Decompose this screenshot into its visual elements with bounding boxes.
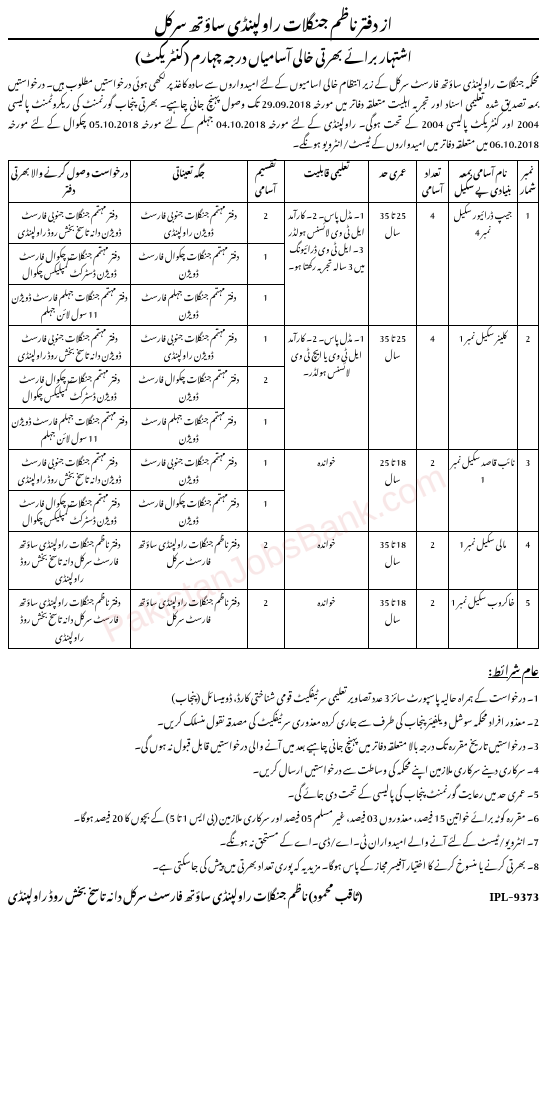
table-header-row: نمبر شمار نام آسامی بمعہ بنیادی پے سکیل … <box>9 161 539 202</box>
header-name: نام آسامی بمعہ بنیادی پے سکیل <box>448 161 517 202</box>
cell-age: 18 تا 25 سال <box>369 449 417 531</box>
cell-office: دفتر مہتمم جنگلات جنوبی فارسٹ ڈویژن دانہ… <box>9 202 131 243</box>
header-age: عمری حد <box>369 161 417 202</box>
job-advertisement-page: از دفتر ناظم جنگلات راولپنڈی ساؤتھ سرکل … <box>0 0 547 913</box>
cell-num: 2 <box>517 326 538 450</box>
cell-age: 25 تا 35 سال <box>369 326 417 450</box>
cell-placement: دفتر مہتمم جنگلات چکوال فارسٹ ڈویژن <box>130 243 247 284</box>
cell-distribution: 1 <box>247 243 284 284</box>
cell-placement: دفتر مہتمم جنگلات چکوال فارسٹ ڈویژن <box>130 490 247 531</box>
header-distribution: تقسیم آسامی <box>247 161 284 202</box>
cell-office: دفتر مہتمم جنگلات چکوال فارسٹ ڈویژن ڈسٹر… <box>9 367 131 408</box>
terms-item: 2۔ معذور افراد محکمہ سوشل ویلفیئر پنجاب … <box>8 709 539 731</box>
cell-name: خاکروب سکیل نمبر 1 <box>448 590 517 648</box>
cell-placement: دفتر مہتمم جنگلات چکوال فارسٹ ڈویژن <box>130 367 247 408</box>
cell-placement: دفتر مہتمم جنگلات جنوبی فارسٹ ڈویژن <box>130 449 247 490</box>
cell-num: 4 <box>517 532 538 590</box>
cell-distribution: 1 <box>247 408 284 449</box>
cell-age: 18 تا 35 سال <box>369 532 417 590</box>
cell-education: خواندہ <box>284 449 369 531</box>
advertisement-subtitle: اشتہار برائے بھرتی خالی آسامیاں درجہ چہا… <box>8 43 539 66</box>
cell-placement: دفتر ناظم جنگلات راولپنڈی ساؤتھ فارسٹ سر… <box>130 532 247 590</box>
header-office: درخواست وصول کرنے والا بھرتی دفتر <box>9 161 131 202</box>
terms-item: 7۔ انٹرویو/ٹیسٹ کے لئے آنے والے امیدوارا… <box>8 829 539 851</box>
cell-num: 3 <box>517 449 538 531</box>
cell-office: دفتر مہتمم جنگلات جنوبی فارسٹ ڈویژن دانہ… <box>9 449 131 490</box>
table-row: 5خاکروب سکیل نمبر 1218 تا 35 سالخواندہ2د… <box>9 590 539 648</box>
cell-distribution: 1 <box>247 449 284 490</box>
cell-office: دفتر مہتمم جنگلات جنوبی فارسٹ ڈویژن دانہ… <box>9 326 131 367</box>
cell-office: دفتر مہتمم جنگلات چکوال فارسٹ ڈویژن ڈسٹر… <box>9 243 131 284</box>
cell-education: 1۔ مڈل پاس۔ 2۔ کارآمد ایل ٹی وی لائسنس ہ… <box>284 202 369 326</box>
cell-office: دفتر مہتمم جنگلات جہلم فارسٹ ڈویژن 11 سو… <box>9 284 131 325</box>
cell-name: جیپ ڈرائیور سکیل نمبر 4 <box>448 202 517 326</box>
terms-item: 5۔ عمری حد میں رعایت گورنمنٹ پنجاب کی پا… <box>8 781 539 803</box>
terms-item: 4۔ سرکاری دینے سرکاری ملازمین اپنے محکمہ… <box>8 757 539 779</box>
cell-office: دفتر ناظم جنگلات راولپنڈی ساؤتھ فارسٹ سر… <box>9 532 131 590</box>
office-title: از دفتر ناظم جنگلات راولپنڈی ساؤتھ سرکل <box>8 8 539 40</box>
cell-name: نائب قاصد سکیل نمبر 1 <box>448 449 517 531</box>
cell-education: خواندہ <box>284 590 369 648</box>
table-row: 2کلینر سکیل نمبر 1425 تا 35 سال1۔ مڈل پا… <box>9 326 539 367</box>
cell-placement: دفتر مہتمم جنگلات جنوبی فارسٹ ڈویژن راول… <box>130 326 247 367</box>
cell-distribution: 2 <box>247 202 284 243</box>
table-row: 3نائب قاصد سکیل نمبر 1218 تا 25 سالخواند… <box>9 449 539 490</box>
cell-count: 2 <box>417 449 449 531</box>
vacancies-table: نمبر شمار نام آسامی بمعہ بنیادی پے سکیل … <box>8 160 539 648</box>
officer-name: (ثاقب محمود) <box>309 880 363 908</box>
cell-num: 1 <box>517 202 538 326</box>
cell-placement: دفتر مہتمم جنگلات جہلم فارسٹ ڈویژن <box>130 408 247 449</box>
cell-count: 4 <box>417 202 449 326</box>
cell-distribution: 1 <box>247 284 284 325</box>
cell-count: 4 <box>417 326 449 450</box>
cell-placement: دفتر مہتمم جنگلات جنوبی فارسٹ ڈویژن راول… <box>130 202 247 243</box>
signature-block: IPL-9373 (ثاقب محمود) ناظم جنگلات راولپن… <box>8 885 539 905</box>
officer-designation: ناظم جنگلات راولپنڈی ساؤتھ فارسٹ سرکل دا… <box>8 880 307 908</box>
header-placement: جگہ تعیناتی <box>130 161 247 202</box>
cell-office: دفتر ناظم جنگلات راولپنڈی ساؤتھ فارسٹ سر… <box>9 590 131 648</box>
cell-name: کلینر سکیل نمبر 1 <box>448 326 517 450</box>
cell-name: مالی سکیل نمبر 1 <box>448 532 517 590</box>
terms-item: 1۔ درخواست کے ہمراہ حالیہ پاسپورٹ سائز 3… <box>8 685 539 707</box>
terms-item: 8۔ بھرتی کرنے یا منسوخ کرنے کا اختیار آف… <box>8 853 539 875</box>
cell-age: 18 تا 35 سال <box>369 590 417 648</box>
header-education: تعلیمی قابلیت <box>284 161 369 202</box>
terms-heading: عام شرائط: <box>8 659 539 681</box>
cell-education: خواندہ <box>284 532 369 590</box>
cell-office: دفتر مہتمم جنگلات جہلم فارسٹ ڈویژن 11 سو… <box>9 408 131 449</box>
header-count: تعداد آسامی <box>417 161 449 202</box>
cell-placement: دفتر ناظم جنگلات راولپنڈی ساؤتھ فارسٹ سر… <box>130 590 247 648</box>
cell-distribution: 1 <box>247 490 284 531</box>
header-num: نمبر شمار <box>517 161 538 202</box>
terms-list: 1۔ درخواست کے ہمراہ حالیہ پاسپورٹ سائز 3… <box>8 685 539 875</box>
cell-distribution: 2 <box>247 532 284 590</box>
cell-age: 25 تا 35 سال <box>369 202 417 326</box>
cell-count: 2 <box>417 532 449 590</box>
terms-item: 3۔ درخواستیں تاریخ مقررہ تک درجہ بالا مت… <box>8 733 539 755</box>
cell-office: دفتر مہتمم جنگلات چکوال فارسٹ ڈویژن ڈسٹر… <box>9 490 131 531</box>
ipl-reference: IPL-9373 <box>490 885 540 905</box>
table-row: 4مالی سکیل نمبر 1218 تا 35 سالخواندہ2دفت… <box>9 532 539 590</box>
cell-distribution: 1 <box>247 326 284 367</box>
cell-placement: دفتر مہتمم جنگلات جہلم فارسٹ ڈویژن <box>130 284 247 325</box>
terms-item: 6۔ مقررہ کوٹہ برائے خواتین 15 فیصد، معذو… <box>8 805 539 827</box>
cell-count: 2 <box>417 590 449 648</box>
cell-num: 5 <box>517 590 538 648</box>
cell-distribution: 2 <box>247 590 284 648</box>
cell-distribution: 2 <box>247 367 284 408</box>
table-row: 1جیپ ڈرائیور سکیل نمبر 4425 تا 35 سال1۔ … <box>9 202 539 243</box>
intro-paragraph: محکمہ جنگلات راولپنڈی ساؤتھ فارسٹ سرکل ک… <box>8 72 539 152</box>
cell-education: 1۔ مڈل پاس۔ 2۔ کارآمد ایل ٹی وی یا ایچ ٹ… <box>284 326 369 450</box>
